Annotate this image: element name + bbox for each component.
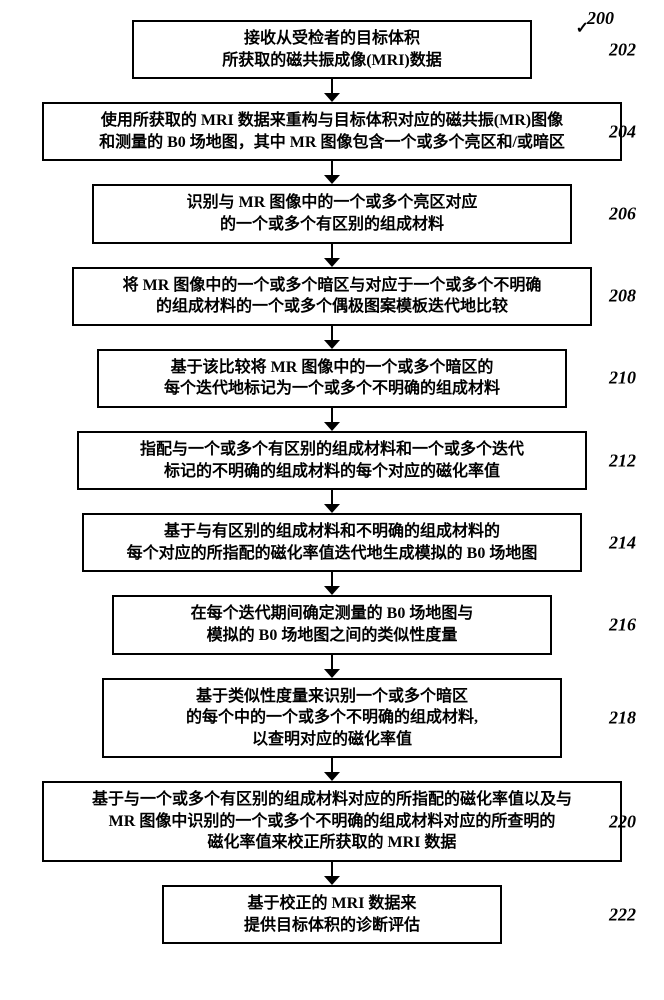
- flowchart-step-number: 222: [609, 904, 636, 925]
- flowchart-step-box: 指配与一个或多个有区别的组成材料和一个或多个迭代标记的不明确的组成材料的每个对应…: [77, 431, 587, 490]
- flowchart-arrow: [20, 862, 644, 885]
- flowchart-step-line: 基于与一个或多个有区别的组成材料对应的所指配的磁化率值以及与: [92, 791, 572, 808]
- flowchart-step-line: 识别与 MR 图像中的一个或多个亮区对应: [187, 194, 478, 211]
- flowchart-step-line: 的组成材料的一个或多个偶极图案模板迭代地比较: [156, 298, 508, 315]
- flowchart-step: 基于类似性度量来识别一个或多个暗区的每个中的一个或多个不明确的组成材料, 以查明对…: [20, 678, 644, 759]
- flowchart-step-line: 模拟的 B0 场地图之间的类似性度量: [207, 627, 458, 644]
- flowchart-step-line: 的一个或多个有区别的组成材料: [220, 216, 444, 233]
- flowchart-step-line: 基于类似性度量来识别一个或多个暗区: [196, 688, 468, 705]
- flowchart-arrow: [20, 758, 644, 781]
- flowchart-step-number: 202: [609, 39, 636, 60]
- flowchart-step-line: 在每个迭代期间确定测量的 B0 场地图与: [191, 605, 474, 622]
- flowchart-step-number: 210: [609, 368, 636, 389]
- flowchart-step-box: 将 MR 图像中的一个或多个暗区与对应于一个或多个不明确的组成材料的一个或多个偶…: [72, 267, 592, 326]
- flowchart-step-line: 每个对应的所指配的磁化率值迭代地生成模拟的 B0 场地图: [127, 545, 538, 562]
- flowchart-arrow: [20, 326, 644, 349]
- flowchart-step: 基于与一个或多个有区别的组成材料对应的所指配的磁化率值以及与 MR 图像中识别的一…: [20, 781, 644, 862]
- flowchart-step-line: 磁化率值来校正所获取的 MRI 数据: [208, 834, 457, 851]
- flowchart-step-line: 提供目标体积的诊断评估: [244, 917, 420, 934]
- flowchart-step: 将 MR 图像中的一个或多个暗区与对应于一个或多个不明确的组成材料的一个或多个偶…: [20, 267, 644, 326]
- flowchart-step-number: 218: [609, 707, 636, 728]
- flowchart-step-line: 以查明对应的磁化率值: [252, 731, 412, 748]
- flowchart-arrow: [20, 161, 644, 184]
- flowchart-step: 接收从受检者的目标体积所获取的磁共振成像(MRI)数据 202: [20, 20, 644, 79]
- flowchart-step: 使用所获取的 MRI 数据来重构与目标体积对应的磁共振(MR)图像和测量的 B0…: [20, 102, 644, 161]
- flowchart-step-number: 214: [609, 532, 636, 553]
- flowchart-step-box: 识别与 MR 图像中的一个或多个亮区对应的一个或多个有区别的组成材料: [92, 184, 572, 243]
- flowchart-step-line: 基于校正的 MRI 数据来: [248, 895, 417, 912]
- flowchart-step-line: 标记的不明确的组成材料的每个对应的磁化率值: [164, 463, 500, 480]
- flowchart-step: 基于校正的 MRI 数据来提供目标体积的诊断评估 222: [20, 885, 644, 944]
- flowchart-steps: 接收从受检者的目标体积所获取的磁共振成像(MRI)数据 202 使用所获取的 MR…: [20, 20, 644, 944]
- flowchart-step-line: 每个迭代地标记为一个或多个不明确的组成材料: [164, 380, 500, 397]
- flowchart-step-number: 204: [609, 121, 636, 142]
- flowchart-step-line: 所获取的磁共振成像(MRI)数据: [222, 52, 442, 69]
- flowchart-step-number: 208: [609, 286, 636, 307]
- flowchart-step-number: 216: [609, 614, 636, 635]
- flowchart-step: 基于该比较将 MR 图像中的一个或多个暗区的每个迭代地标记为一个或多个不明确的组…: [20, 349, 644, 408]
- flowchart-step-line: 和测量的 B0 场地图，其中 MR 图像包含一个或多个亮区和/或暗区: [99, 134, 565, 151]
- flowchart-step-line: 基于与有区别的组成材料和不明确的组成材料的: [164, 523, 500, 540]
- flowchart-arrow: [20, 572, 644, 595]
- flowchart-step-number: 220: [609, 811, 636, 832]
- flowchart-step-line: 将 MR 图像中的一个或多个暗区与对应于一个或多个不明确: [123, 277, 542, 294]
- flowchart-step-line: 使用所获取的 MRI 数据来重构与目标体积对应的磁共振(MR)图像: [101, 112, 563, 129]
- flowchart-step-number: 206: [609, 203, 636, 224]
- flowchart-step: 指配与一个或多个有区别的组成材料和一个或多个迭代标记的不明确的组成材料的每个对应…: [20, 431, 644, 490]
- flowchart-step-number: 212: [609, 450, 636, 471]
- flowchart-step-line: MR 图像中识别的一个或多个不明确的组成材料对应的所查明的: [109, 813, 556, 830]
- flowchart-container: 200 ✓ 接收从受检者的目标体积所获取的磁共振成像(MRI)数据202 使用所…: [20, 20, 644, 944]
- flowchart-step-box: 接收从受检者的目标体积所获取的磁共振成像(MRI)数据: [132, 20, 532, 79]
- flowchart-step-line: 的每个中的一个或多个不明确的组成材料,: [186, 709, 478, 726]
- flowchart-arrow: [20, 490, 644, 513]
- flowchart-step-box: 基于该比较将 MR 图像中的一个或多个暗区的每个迭代地标记为一个或多个不明确的组…: [97, 349, 567, 408]
- flowchart-arrow: [20, 408, 644, 431]
- flowchart-step: 在每个迭代期间确定测量的 B0 场地图与模拟的 B0 场地图之间的类似性度量 21…: [20, 595, 644, 654]
- flowchart-step-line: 指配与一个或多个有区别的组成材料和一个或多个迭代: [140, 441, 524, 458]
- flowchart-step-box: 基于与一个或多个有区别的组成材料对应的所指配的磁化率值以及与 MR 图像中识别的一…: [42, 781, 622, 862]
- flowchart-step-box: 基于校正的 MRI 数据来提供目标体积的诊断评估: [162, 885, 502, 944]
- flowchart-arrow: [20, 244, 644, 267]
- flowchart-step: 识别与 MR 图像中的一个或多个亮区对应的一个或多个有区别的组成材料 206: [20, 184, 644, 243]
- flowchart-step-box: 基于类似性度量来识别一个或多个暗区的每个中的一个或多个不明确的组成材料, 以查明对…: [102, 678, 562, 759]
- flowchart-arrow: [20, 79, 644, 102]
- flowchart-step-line: 接收从受检者的目标体积: [244, 30, 420, 47]
- flowchart-step-box: 在每个迭代期间确定测量的 B0 场地图与模拟的 B0 场地图之间的类似性度量: [112, 595, 552, 654]
- flowchart-step-box: 基于与有区别的组成材料和不明确的组成材料的每个对应的所指配的磁化率值迭代地生成模…: [82, 513, 582, 572]
- flowchart-step-line: 基于该比较将 MR 图像中的一个或多个暗区的: [171, 359, 494, 376]
- flowchart-step-box: 使用所获取的 MRI 数据来重构与目标体积对应的磁共振(MR)图像和测量的 B0…: [42, 102, 622, 161]
- flowchart-arrow: [20, 655, 644, 678]
- flowchart-step: 基于与有区别的组成材料和不明确的组成材料的每个对应的所指配的磁化率值迭代地生成模…: [20, 513, 644, 572]
